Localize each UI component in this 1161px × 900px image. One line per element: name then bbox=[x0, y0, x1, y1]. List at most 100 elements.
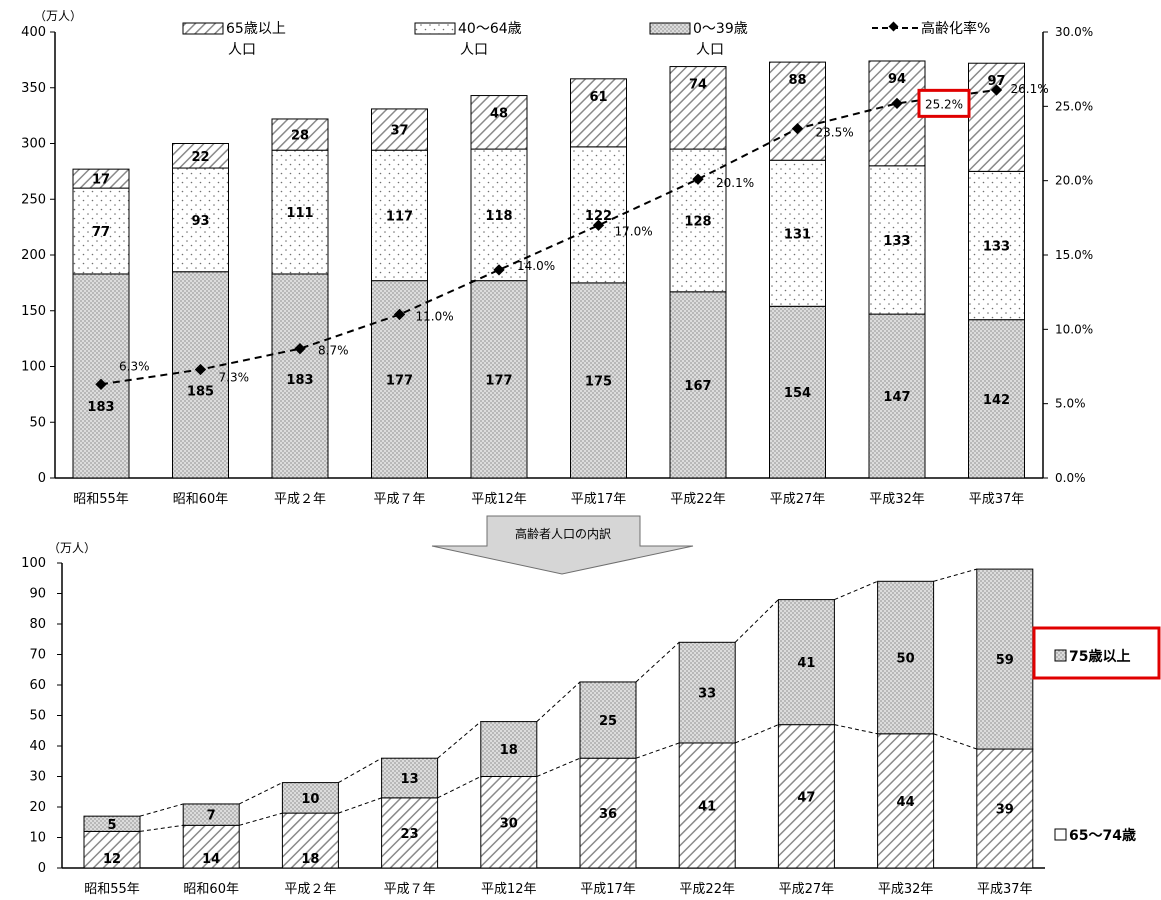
top-bar-value: 74 bbox=[689, 78, 707, 93]
top-bar-value: 97 bbox=[987, 74, 1005, 89]
legend-40-64-line1: 40～64歳 bbox=[458, 21, 522, 37]
legend-aging-rate-label: 高齢化率% bbox=[921, 20, 990, 37]
aging-rate-marker bbox=[692, 173, 704, 185]
bottom-connector bbox=[735, 724, 779, 744]
bottom-y-tick-label: 20 bbox=[29, 800, 46, 815]
aging-rate-label: 23.5% bbox=[816, 126, 854, 140]
top-bar-value: 22 bbox=[191, 150, 209, 165]
aging-rate-marker bbox=[294, 343, 306, 355]
bottom-x-tick-label: 昭和55年 bbox=[84, 882, 140, 897]
top-x-labels: 昭和55年 昭和60年 平成２年 平成７年 平成12年 平成17年 平成22年 平成27年 平成… bbox=[73, 492, 1024, 507]
bottom-y-tick-label: 30 bbox=[29, 770, 46, 785]
top-bar-value: 17 bbox=[92, 173, 110, 188]
bottom-x-tick-label: 平成７年 bbox=[384, 882, 436, 897]
legend-swatch-40-64 bbox=[414, 22, 456, 35]
legend-aging-rate-marker bbox=[888, 21, 899, 32]
top-bar-value: 131 bbox=[784, 227, 811, 242]
top-bar-labels: 183 77 17 185 93 22 183 111 28 177 117 37 177 118 48 17… bbox=[87, 72, 1010, 415]
legend-swatch-75plus bbox=[1054, 649, 1067, 662]
top-bar-segment bbox=[271, 118, 329, 151]
top-x-tick-label: 平成２年 bbox=[274, 492, 326, 507]
bottom-x-tick-label: 昭和60年 bbox=[183, 882, 239, 897]
bottom-connector bbox=[239, 812, 283, 826]
bottom-connector bbox=[536, 681, 581, 722]
top-y-tick-label: 0 bbox=[38, 471, 46, 486]
top-bar-value: 94 bbox=[888, 72, 906, 87]
aging-rate-label: 6.3% bbox=[119, 359, 150, 373]
aging-rate-label: 7.3% bbox=[219, 370, 250, 384]
bottom-bar-segment bbox=[480, 776, 538, 869]
top-bar-value: 61 bbox=[589, 90, 607, 105]
bottom-bar-value: 30 bbox=[500, 816, 518, 831]
bottom-x-tick-label: 平成27年 bbox=[779, 882, 835, 897]
top-bar-segment bbox=[570, 78, 627, 148]
legend-65-74-label: 65～74歳 bbox=[1069, 827, 1136, 844]
top-y-tick-label: 350 bbox=[21, 81, 46, 96]
bottom-bar-value: 7 bbox=[207, 809, 216, 824]
bottom-bar-value: 5 bbox=[107, 818, 116, 833]
top-bar-segment bbox=[72, 187, 130, 275]
top-x-tick-label: 平成７年 bbox=[373, 492, 425, 507]
bottom-y-tick-label: 100 bbox=[21, 556, 46, 571]
top-y2-tick-label: 0.0% bbox=[1055, 471, 1086, 485]
top-y-unit: （万人） bbox=[34, 9, 82, 23]
bottom-bar-segment bbox=[678, 641, 736, 744]
bottom-bar-segment bbox=[579, 757, 637, 869]
legend-75plus-label: 75歳以上 bbox=[1069, 648, 1130, 665]
bottom-bar-value: 14 bbox=[202, 852, 220, 867]
top-x-tick-label: 平成27年 bbox=[770, 492, 826, 507]
aging-rate-label: 11.0% bbox=[416, 309, 454, 323]
bottom-bar-value: 12 bbox=[103, 852, 121, 867]
aging-rate-label: 25.2% bbox=[925, 97, 963, 111]
bottom-x-tick-label: 平成２年 bbox=[284, 882, 336, 897]
top-bar-segment bbox=[271, 273, 329, 479]
top-bar-value: 175 bbox=[585, 374, 612, 389]
top-bar-value: 185 bbox=[187, 385, 214, 400]
top-x-tick-label: 平成32年 bbox=[869, 492, 925, 507]
bottom-y-tick-label: 50 bbox=[29, 709, 46, 724]
bottom-connector bbox=[933, 733, 977, 750]
bottom-y-tick-label: 70 bbox=[29, 648, 46, 663]
top-bar-segment bbox=[968, 62, 1025, 172]
legend-65plus-line1: 65歳以上 bbox=[226, 21, 286, 37]
bottom-bar-value: 10 bbox=[301, 792, 319, 807]
bottom-bar-value: 25 bbox=[599, 714, 617, 729]
bottom-bar-segment bbox=[777, 724, 835, 869]
top-bar-value: 154 bbox=[784, 386, 811, 401]
bottom-x-tick-label: 平成22年 bbox=[679, 882, 735, 897]
top-x-tick-label: 昭和60年 bbox=[173, 492, 229, 507]
bottom-y-tick-label: 60 bbox=[29, 678, 46, 693]
top-bar-segment bbox=[570, 146, 627, 284]
top-chart: （万人） 0 50 100 150 200 250 300 350 400 0.0% 5.0% 10.… bbox=[21, 9, 1093, 507]
bottom-bar-segment bbox=[579, 681, 637, 759]
bottom-bar-value: 18 bbox=[500, 743, 518, 758]
aging-rate-marker bbox=[493, 264, 505, 276]
top-bar-value: 183 bbox=[286, 373, 313, 388]
top-bar-value: 48 bbox=[490, 107, 508, 122]
bottom-bar-value: 36 bbox=[599, 807, 617, 822]
top-bar-value: 147 bbox=[883, 390, 910, 405]
legend-0-39-line1: 0～39歳 bbox=[693, 21, 748, 37]
top-y-tick-label: 400 bbox=[21, 25, 46, 40]
aging-rate-label: 17.0% bbox=[615, 224, 653, 238]
bottom-connector bbox=[635, 742, 680, 759]
bottom-bar-value: 23 bbox=[401, 827, 419, 842]
bottom-connector bbox=[338, 797, 382, 814]
aging-rate-highlight-box bbox=[917, 88, 971, 118]
bottom-chart: （万人） 0 10 20 30 40 50 60 70 80 90 100 12 5 14 7 18 10 23… bbox=[21, 541, 1161, 897]
legend-40-64-line2: 人口 bbox=[460, 42, 488, 58]
top-bar-value: 133 bbox=[983, 240, 1010, 255]
breakdown-arrow: 高齢者人口の内訳 bbox=[431, 515, 694, 575]
top-y-tick-label: 300 bbox=[21, 137, 46, 152]
top-y-tick-label: 150 bbox=[21, 304, 46, 319]
bottom-x-tick-label: 平成17年 bbox=[580, 882, 636, 897]
top-bar-value: 77 bbox=[92, 225, 110, 240]
legend-swatch-0-39 bbox=[649, 22, 691, 35]
top-bar-segment bbox=[669, 291, 727, 479]
legend-swatch-65-74 bbox=[1054, 828, 1067, 841]
top-bar-segment bbox=[968, 170, 1025, 321]
bottom-connector bbox=[437, 776, 482, 799]
bottom-x-labels: 昭和55年 昭和60年 平成２年 平成７年 平成12年 平成17年 平成22年 平成27年 平成… bbox=[84, 882, 1032, 897]
bottom-bar-segment bbox=[182, 824, 240, 869]
top-bar-value: 142 bbox=[983, 393, 1010, 408]
